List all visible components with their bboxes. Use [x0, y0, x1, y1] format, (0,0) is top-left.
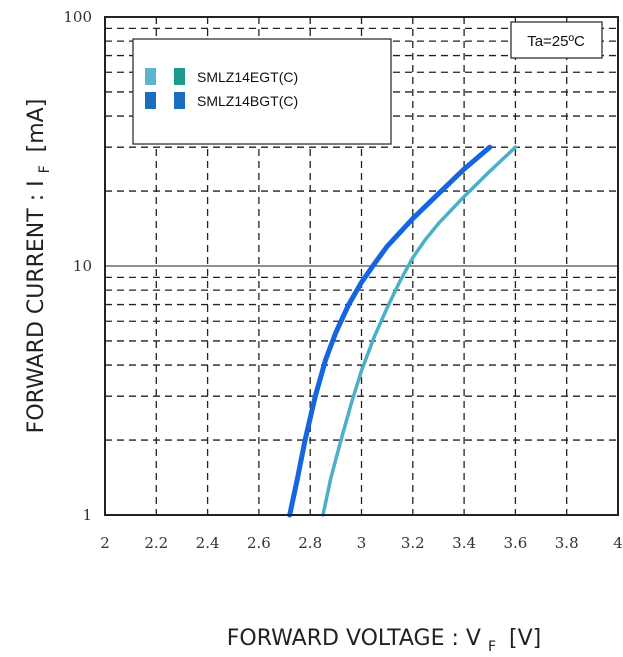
y-tick-label: 10: [73, 257, 92, 275]
x-tick-label: 3: [357, 534, 367, 552]
x-tick-label: 2.8: [298, 534, 322, 552]
x-axis-title: FORWARD VOLTAGE : V F [V]: [227, 626, 541, 657]
x-tick-label: 3.4: [452, 534, 476, 552]
y-axis-title-unit: [mA]: [24, 99, 49, 153]
x-tick-label: 2.2: [144, 534, 168, 552]
plot-frame: [104, 16, 619, 516]
x-axis-title-unit: [V]: [509, 626, 541, 651]
svg-text:FORWARD VOLTAGE : V F: FORWARD VOLTAGE : V F [V]: [227, 626, 541, 657]
x-tick-label: 3.8: [555, 534, 579, 552]
x-tick-label: 2.4: [196, 534, 220, 552]
legend-label: SMLZ14BGT(C): [197, 93, 298, 109]
series-layer: [287, 144, 518, 518]
legend-swatch: [174, 92, 185, 109]
x-axis-title-main: FORWARD VOLTAGE : V: [227, 626, 481, 651]
svg-text:FORWARD CURRENT : I F: FORWARD CURRENT : I F [mA]: [24, 99, 55, 434]
y-tick-label: 1: [82, 506, 92, 524]
annotation-box: Ta=25ºC: [510, 21, 603, 59]
x-tick-label: 2.6: [247, 534, 271, 552]
legend-swatch: [145, 92, 156, 109]
y-axis-title: FORWARD CURRENT : I F [mA]: [24, 99, 55, 434]
x-tick-label: 3.6: [503, 534, 527, 552]
tick-labels: 2 2.2 2.4 2.6 2.8 3 3.2 3.4 3.6 3.8 4 1 10 100: [63, 8, 622, 552]
legend-label: SMLZ14EGT(C): [197, 69, 298, 85]
legend-box: [132, 38, 392, 145]
series-line-2: [287, 144, 493, 518]
annotation-text: Ta=25ºC: [527, 33, 585, 50]
y-tick-label: 100: [63, 8, 92, 26]
x-tick-label: 3.2: [401, 534, 425, 552]
legend: SMLZ14EGT(C) SMLZ14BGT(C): [132, 38, 392, 145]
x-tick-label: 2: [100, 534, 110, 552]
legend-swatch: [174, 68, 185, 85]
series-line-1: [321, 145, 518, 517]
x-tick-label: 4: [613, 534, 623, 552]
y-axis-title-main: FORWARD CURRENT : I: [24, 180, 49, 433]
x-axis-title-sub: F: [488, 639, 496, 655]
y-axis-title-sub: F: [37, 165, 53, 173]
legend-swatch: [145, 68, 156, 85]
